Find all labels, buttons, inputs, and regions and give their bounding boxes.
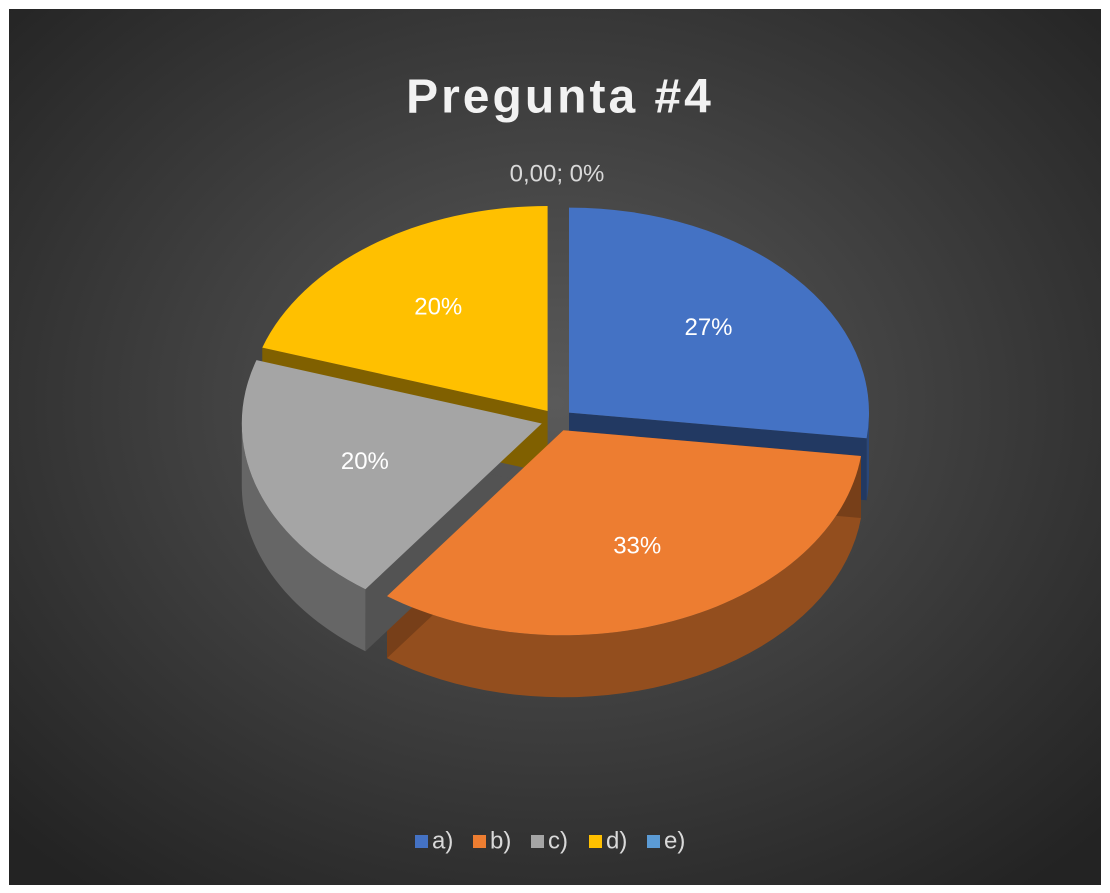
- legend-swatch: [415, 835, 428, 848]
- data-labels: 27% 33% 20% 20% 0,00; 0%: [341, 160, 733, 559]
- slice-side: [866, 412, 870, 501]
- data-label: 27%: [684, 314, 732, 341]
- slice-side: [387, 455, 861, 698]
- slice: [569, 207, 870, 439]
- legend-swatch: [473, 835, 486, 848]
- pie-tops: [241, 205, 870, 636]
- legend: a) b) c) d) e): [415, 827, 685, 854]
- slice: [262, 205, 548, 411]
- legend-label: d): [606, 827, 627, 854]
- data-label: 20%: [414, 293, 462, 320]
- legend-label: a): [432, 827, 453, 854]
- legend-label: c): [548, 827, 568, 854]
- data-label: 33%: [613, 532, 661, 559]
- data-label: 20%: [341, 448, 389, 475]
- legend-swatch: [589, 835, 602, 848]
- legend-label: e): [664, 827, 685, 854]
- chart-title: Pregunta #4: [406, 71, 714, 124]
- slice-side: [241, 423, 366, 652]
- slice: [241, 360, 542, 590]
- legend-swatch: [531, 835, 544, 848]
- legend-swatch: [647, 835, 660, 848]
- legend-label: b): [490, 827, 511, 854]
- slice: [387, 430, 861, 636]
- data-label: 0,00; 0%: [510, 160, 605, 187]
